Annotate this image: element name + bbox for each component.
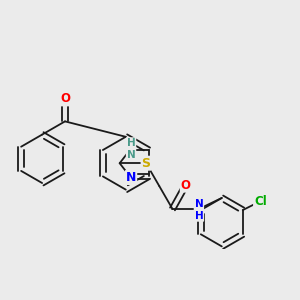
Text: S: S [142, 157, 151, 170]
Text: Cl: Cl [254, 195, 267, 208]
Text: O: O [181, 179, 191, 192]
Text: H
N: H N [127, 138, 135, 160]
Text: O: O [60, 92, 70, 105]
Text: N
H: N H [194, 199, 203, 221]
Text: N: N [126, 171, 136, 184]
